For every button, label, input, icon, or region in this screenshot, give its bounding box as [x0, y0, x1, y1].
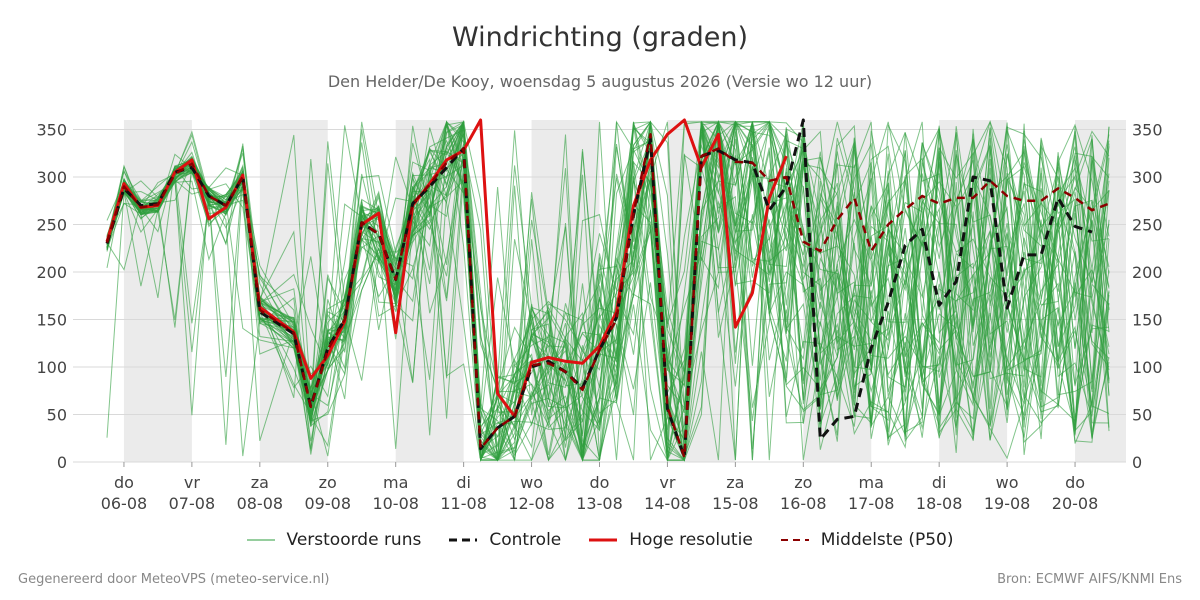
y-tick-label: 100 [36, 358, 67, 377]
chart-title: Windrichting (graden) [451, 22, 749, 53]
x-tick-day: do [1065, 473, 1085, 492]
y-tick-label: 350 [36, 121, 67, 140]
legend-swatch-high-res [589, 538, 618, 542]
x-tick-date: 11-08 [440, 494, 487, 513]
ensemble-member-line [106, 121, 1110, 461]
footer-credit: Gegenereerd door MeteoVPS (meteo-service… [18, 572, 330, 587]
y-tick-label: 50 [47, 406, 67, 425]
y-tick-label: 350 [1132, 121, 1163, 140]
x-tick-date: 09-08 [305, 494, 352, 513]
ensemble-member-line [106, 120, 1110, 462]
x-tick-day: di [456, 473, 471, 492]
y-axis-left: 0 50 100 150 200 250 300 350 [36, 121, 67, 473]
ensemble-member-line [106, 121, 1110, 462]
x-tick-day: wo [996, 473, 1019, 492]
x-tick-day: zo [319, 473, 337, 492]
x-tick-date: 06-08 [101, 494, 148, 513]
x-tick-date: 07-08 [169, 494, 216, 513]
x-tick-date: 20-08 [1052, 494, 1099, 513]
x-tick-day: ma [859, 473, 884, 492]
legend-swatch-median [780, 539, 809, 541]
median-line [105, 133, 1110, 459]
legend-swatch-ensemble [246, 539, 275, 541]
ensemble-lines [106, 119, 1110, 463]
legend-label-high-res: Hoge resolutie [629, 530, 753, 550]
ensemble-member-line [106, 120, 1110, 461]
wind-direction-chart: 0 50 100 150 200 250 300 350 0 50 100 150 200 250 300… [36, 118, 1163, 513]
y-tick-label: 100 [1132, 358, 1163, 377]
x-tick-date: 08-08 [237, 494, 284, 513]
control-line [105, 118, 1093, 459]
y-tick-label: 0 [1132, 453, 1142, 472]
x-tick-day: wo [520, 473, 543, 492]
x-tick-day: ma [383, 473, 408, 492]
x-tick-day: do [114, 473, 134, 492]
x-tick-day: za [726, 473, 744, 492]
x-tick-date: 13-08 [576, 494, 623, 513]
ensemble-member-line [106, 120, 1110, 461]
y-tick-label: 300 [1132, 168, 1163, 187]
ensemble-member-line [106, 120, 1110, 462]
ensemble-member-line [106, 121, 1110, 462]
x-tick-date: 12-08 [508, 494, 555, 513]
x-tick-day: do [590, 473, 610, 492]
x-tick-day: vr [184, 473, 200, 492]
x-tick-date: 18-08 [916, 494, 963, 513]
y-tick-label: 250 [1132, 216, 1163, 235]
x-axis: do 06-08 vr 07-08 za 08-08 zo 09-08 ma 10-08 di 11-… [101, 462, 1099, 513]
x-tick-date: 15-08 [712, 494, 759, 513]
legend-label-ensemble: Verstoorde runs [286, 530, 422, 550]
y-tick-label: 200 [1132, 263, 1163, 282]
x-tick-date: 10-08 [372, 494, 419, 513]
legend-swatch-control [449, 538, 478, 542]
ensemble-member-line [106, 120, 1110, 436]
x-tick-day: za [251, 473, 269, 492]
legend-label-control: Controle [489, 530, 562, 550]
y-tick-label: 150 [36, 311, 67, 330]
legend: Verstoorde runs Controle Hoge resolutie … [0, 530, 1200, 550]
legend-item-high-res: Hoge resolutie [589, 530, 753, 550]
x-tick-date: 16-08 [780, 494, 827, 513]
y-tick-label: 150 [1132, 311, 1163, 330]
y-tick-label: 50 [1132, 406, 1152, 425]
y-tick-label: 0 [57, 453, 67, 472]
x-tick-day: vr [659, 473, 675, 492]
ensemble-member-line [106, 120, 1110, 461]
ensemble-member-line [106, 121, 1110, 462]
legend-label-median: Middelste (P50) [820, 530, 954, 550]
ensemble-member-line [106, 121, 1110, 462]
ensemble-member-line [106, 120, 1110, 462]
y-tick-label: 250 [36, 216, 67, 235]
x-tick-day: zo [794, 473, 812, 492]
y-tick-label: 300 [36, 168, 67, 187]
legend-item-control: Controle [449, 530, 561, 550]
x-tick-date: 14-08 [644, 494, 691, 513]
x-tick-date: 19-08 [984, 494, 1031, 513]
y-tick-label: 200 [36, 263, 67, 282]
x-tick-date: 17-08 [848, 494, 895, 513]
legend-item-ensemble: Verstoorde runs [246, 530, 422, 550]
ensemble-member-line [106, 121, 1110, 462]
chart-subtitle: Den Helder/De Kooy, woensdag 5 augustus … [327, 72, 873, 91]
main-series-lines [105, 118, 1110, 459]
y-axis-right: 0 50 100 150 200 250 300 350 [1132, 121, 1163, 473]
ensemble-member-line [106, 120, 1110, 461]
ensemble-member-line [106, 120, 1110, 462]
footer-source: Bron: ECMWF AIFS/KNMI Ens [997, 572, 1182, 587]
legend-item-median: Middelste (P50) [780, 530, 954, 550]
x-tick-day: di [932, 473, 947, 492]
